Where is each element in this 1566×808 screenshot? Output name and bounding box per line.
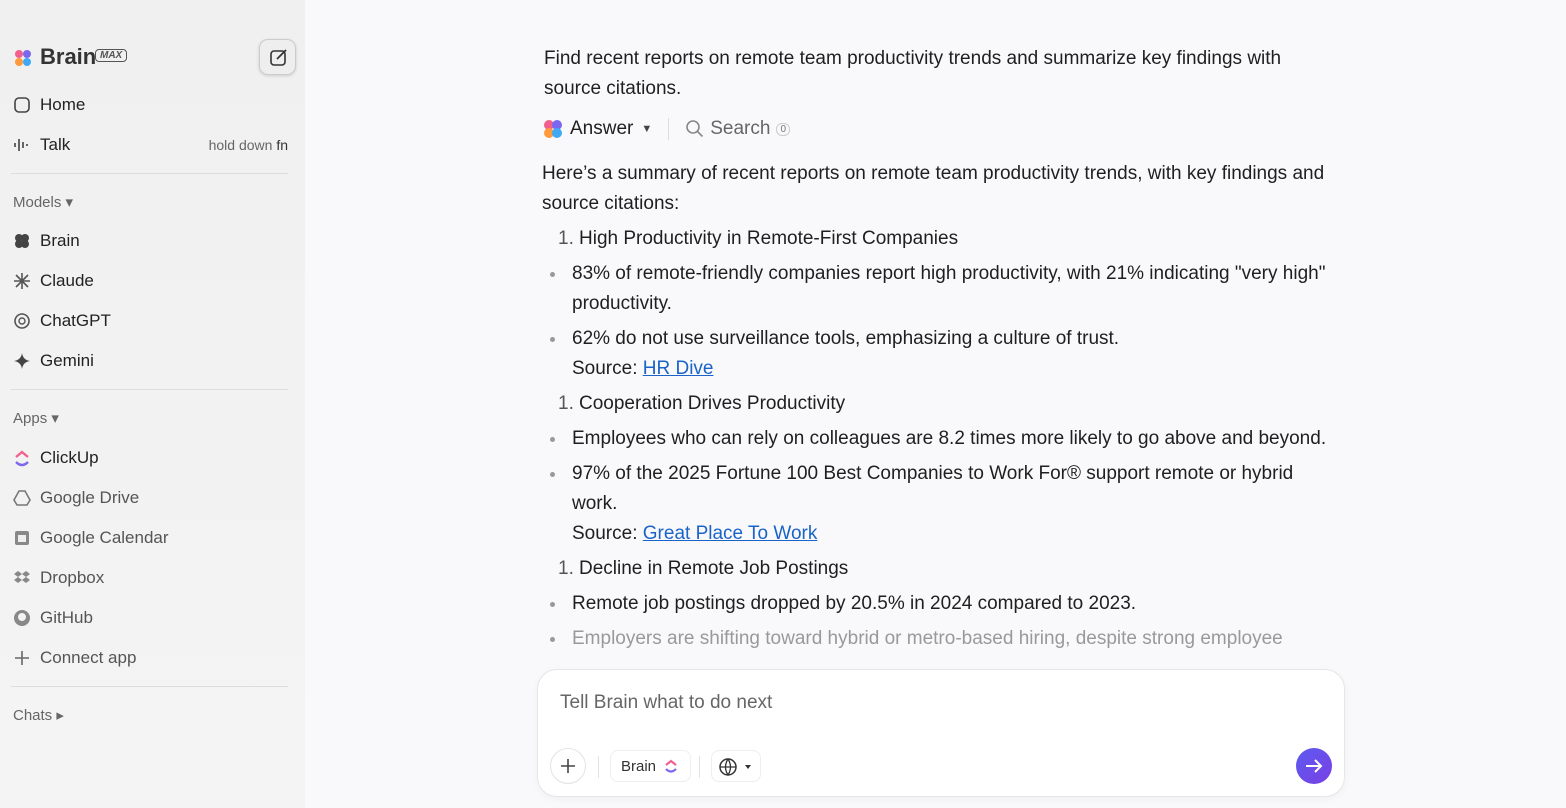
search-count: 0: [776, 122, 791, 136]
bullet: Employers are shifting toward hybrid or …: [542, 624, 1342, 654]
bullet-text: Remote job postings dropped by 20.5% in …: [572, 593, 1137, 614]
brand-name: Brain: [40, 44, 97, 69]
bullet: 97% of the 2025 Fortune 100 Best Compani…: [542, 459, 1342, 549]
send-button[interactable]: [1296, 748, 1332, 784]
divider: [11, 686, 288, 687]
answer-intro: Here’s a summary of recent reports on re…: [542, 163, 1325, 214]
section-title: Decline in Remote Job Postings: [579, 558, 849, 579]
composer: Tell Brain what to do next Brain: [537, 669, 1345, 797]
brand-logo: [15, 50, 31, 66]
section: 1. Cooperation Drives Productivity Employ…: [542, 389, 1342, 549]
heading-label: Models: [13, 194, 62, 211]
models-heading[interactable]: Models ▾: [13, 194, 74, 211]
new-chat-button[interactable]: [259, 39, 296, 75]
app-item[interactable]: GitHub: [12, 601, 288, 635]
talk-hint: hold down: [208, 137, 273, 153]
model-label: Claude: [40, 271, 94, 290]
list-marker: 1.: [558, 228, 574, 249]
bullet: Remote job postings dropped by 20.5% in …: [542, 589, 1342, 619]
bullet-text: 83% of remote-friendly companies report …: [572, 263, 1326, 314]
conversation: Find recent reports on remote team produ…: [305, 0, 1566, 662]
brand-badge: MAX: [95, 49, 128, 62]
nav-label: Talk: [40, 135, 71, 154]
sidebar: Brain MAX Home Talk hold down fn Models …: [0, 0, 305, 808]
talk-key: fn: [276, 137, 288, 153]
nav-home[interactable]: Home: [12, 88, 288, 122]
web-toggle[interactable]: [711, 750, 761, 782]
section-title: High Productivity in Remote-First Compan…: [579, 228, 959, 249]
app-item[interactable]: Connect app: [12, 641, 288, 675]
bullet-text: Employers are shifting toward hybrid or …: [572, 628, 1283, 649]
app-label: Google Calendar: [40, 528, 169, 547]
heading-label: Chats: [13, 707, 53, 724]
heading-label: Apps: [13, 410, 48, 427]
model-selector[interactable]: Brain: [610, 750, 692, 782]
source-prefix: Source:: [572, 523, 638, 544]
bullet-text: 97% of the 2025 Fortune 100 Best Compani…: [572, 463, 1294, 514]
app-label: Google Drive: [40, 488, 140, 507]
model-label: Gemini: [40, 351, 94, 370]
search-tab[interactable]: Search: [710, 118, 771, 139]
model-item[interactable]: Gemini: [12, 344, 288, 378]
source-link[interactable]: HR Dive: [642, 358, 714, 379]
section-title: Cooperation Drives Productivity: [579, 393, 846, 414]
app-item[interactable]: Google Calendar: [12, 521, 288, 555]
composer-input[interactable]: Tell Brain what to do next: [560, 692, 773, 713]
bullet: 83% of remote-friendly companies report …: [542, 259, 1342, 319]
apps-heading[interactable]: Apps ▾: [13, 410, 59, 427]
answer-tabs: Answer ▼ Search 0: [541, 117, 791, 141]
section: 1. High Productivity in Remote-First Comp…: [542, 224, 1342, 384]
app-item[interactable]: Dropbox: [12, 561, 288, 595]
attach-button[interactable]: [550, 748, 586, 784]
bullet-text: Employees who can rely on colleagues are…: [572, 428, 1327, 449]
search-icon: [686, 120, 704, 138]
divider: [11, 389, 288, 390]
nav-talk[interactable]: Talk hold down fn: [12, 128, 288, 162]
model-label: ChatGPT: [40, 311, 111, 330]
model-item[interactable]: Brain: [12, 224, 288, 258]
list-marker: 1.: [558, 558, 574, 579]
nav-label: Home: [40, 95, 86, 114]
bullet: 62% do not use surveillance tools, empha…: [542, 324, 1342, 384]
app-item[interactable]: ClickUp: [12, 441, 288, 475]
chats-heading[interactable]: Chats ▸: [13, 707, 64, 724]
model-item[interactable]: Claude: [12, 264, 288, 298]
model-label: Brain: [40, 231, 80, 250]
bullet: Employees who can rely on colleagues are…: [542, 424, 1342, 454]
app-label: Dropbox: [40, 568, 105, 587]
app-item[interactable]: Google Drive: [12, 481, 288, 515]
user-prompt: Find recent reports on remote team produ…: [544, 48, 1282, 99]
answer-icon: [544, 120, 562, 138]
main-panel: Find recent reports on remote team produ…: [305, 0, 1566, 808]
section: 1. Decline in Remote Job Postings Remote …: [542, 554, 1342, 654]
answer-body: Here’s a summary of recent reports on re…: [542, 159, 1342, 654]
app-label: GitHub: [40, 608, 93, 627]
model-item[interactable]: ChatGPT: [12, 304, 288, 338]
list-marker: 1.: [558, 393, 574, 414]
app-label: ClickUp: [40, 448, 99, 467]
app-label: Connect app: [40, 648, 137, 667]
divider: [11, 173, 288, 174]
bullet-text: 62% do not use surveillance tools, empha…: [572, 328, 1120, 349]
answer-tab[interactable]: Answer: [570, 118, 634, 139]
source-link[interactable]: Great Place To Work: [642, 523, 818, 544]
model-name: Brain: [621, 757, 657, 775]
source-prefix: Source:: [572, 358, 638, 379]
